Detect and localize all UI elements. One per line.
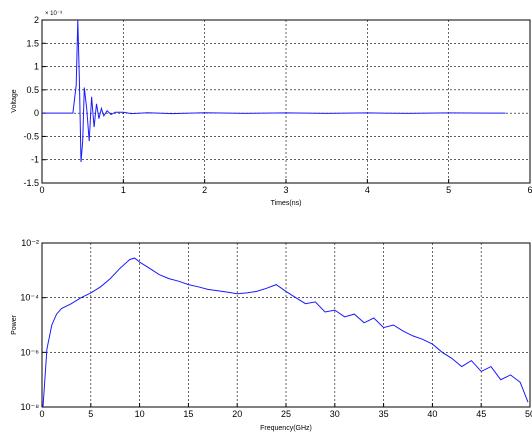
x-tick-label: 35 bbox=[379, 409, 389, 419]
x-tick-label: 3 bbox=[283, 185, 288, 195]
power-series-line bbox=[42, 257, 529, 408]
x-tick-label: 0 bbox=[39, 409, 44, 419]
voltage-y-ticks: 2 1.5 1 0.5 0 -0.5 -1 -1.5 bbox=[23, 15, 46, 188]
x-tick-label: 25 bbox=[281, 409, 291, 419]
voltage-y-axis-label: Voltage bbox=[11, 89, 18, 112]
voltage-grid bbox=[42, 20, 530, 183]
x-tick-label: 20 bbox=[232, 409, 242, 419]
x-tick-label: 50 bbox=[525, 409, 532, 419]
voltage-series-line bbox=[42, 19, 506, 163]
x-tick-label: 5 bbox=[88, 409, 93, 419]
x-tick-label: 4 bbox=[365, 185, 370, 195]
voltage-x-ticks: 0 1 2 3 4 5 6 bbox=[39, 179, 532, 195]
x-tick-label: 0 bbox=[39, 185, 44, 195]
x-tick-label: 2 bbox=[202, 185, 207, 195]
x-tick-label: 1 bbox=[121, 185, 126, 195]
y-tick-label: 10⁻⁴ bbox=[20, 293, 39, 303]
x-tick-label: 30 bbox=[330, 409, 340, 419]
power-y-ticks: 10⁻² 10⁻⁴ 10⁻⁶ 10⁻⁸ bbox=[20, 238, 46, 412]
y-tick-label: 10⁻⁶ bbox=[21, 347, 40, 357]
y-tick-label: 1.5 bbox=[26, 38, 39, 48]
y-tick-label: -0.5 bbox=[23, 131, 39, 141]
y-tick-label: 0.5 bbox=[26, 85, 39, 95]
x-tick-label: 45 bbox=[476, 409, 486, 419]
power-x-axis-label: Frequency(GHz) bbox=[260, 425, 312, 432]
x-tick-label: 40 bbox=[427, 409, 437, 419]
x-tick-label: 15 bbox=[183, 409, 193, 419]
y-tick-label: 2 bbox=[34, 15, 39, 25]
x-tick-label: 5 bbox=[446, 185, 451, 195]
x-tick-label: 10 bbox=[135, 409, 145, 419]
power-chart: 0 5 10 15 20 25 30 35 40 45 50 10⁻² 10⁻⁴ 10⁻⁶ 10⁻⁸ Fr… bbox=[11, 238, 532, 432]
voltage-x-axis-label: Times(ns) bbox=[271, 200, 302, 207]
voltage-y-multiplier: × 10⁻³ bbox=[45, 11, 62, 17]
y-tick-label: -1.5 bbox=[23, 178, 39, 188]
voltage-chart: 0 1 2 3 4 5 6 2 1.5 1 0.5 0 -0.5 -1 -1.5 × 10⁻³ Times… bbox=[11, 11, 532, 207]
y-tick-label: 10⁻⁸ bbox=[20, 402, 39, 412]
y-tick-label: 1 bbox=[34, 62, 39, 72]
y-tick-label: -1 bbox=[31, 155, 39, 165]
y-tick-label: 0 bbox=[34, 108, 39, 118]
x-tick-label: 6 bbox=[527, 185, 532, 195]
power-y-axis-label: Power bbox=[11, 314, 18, 335]
y-tick-label: 10⁻² bbox=[21, 238, 39, 248]
power-x-ticks: 0 5 10 15 20 25 30 35 40 45 50 bbox=[39, 403, 532, 419]
power-grid bbox=[42, 243, 530, 407]
